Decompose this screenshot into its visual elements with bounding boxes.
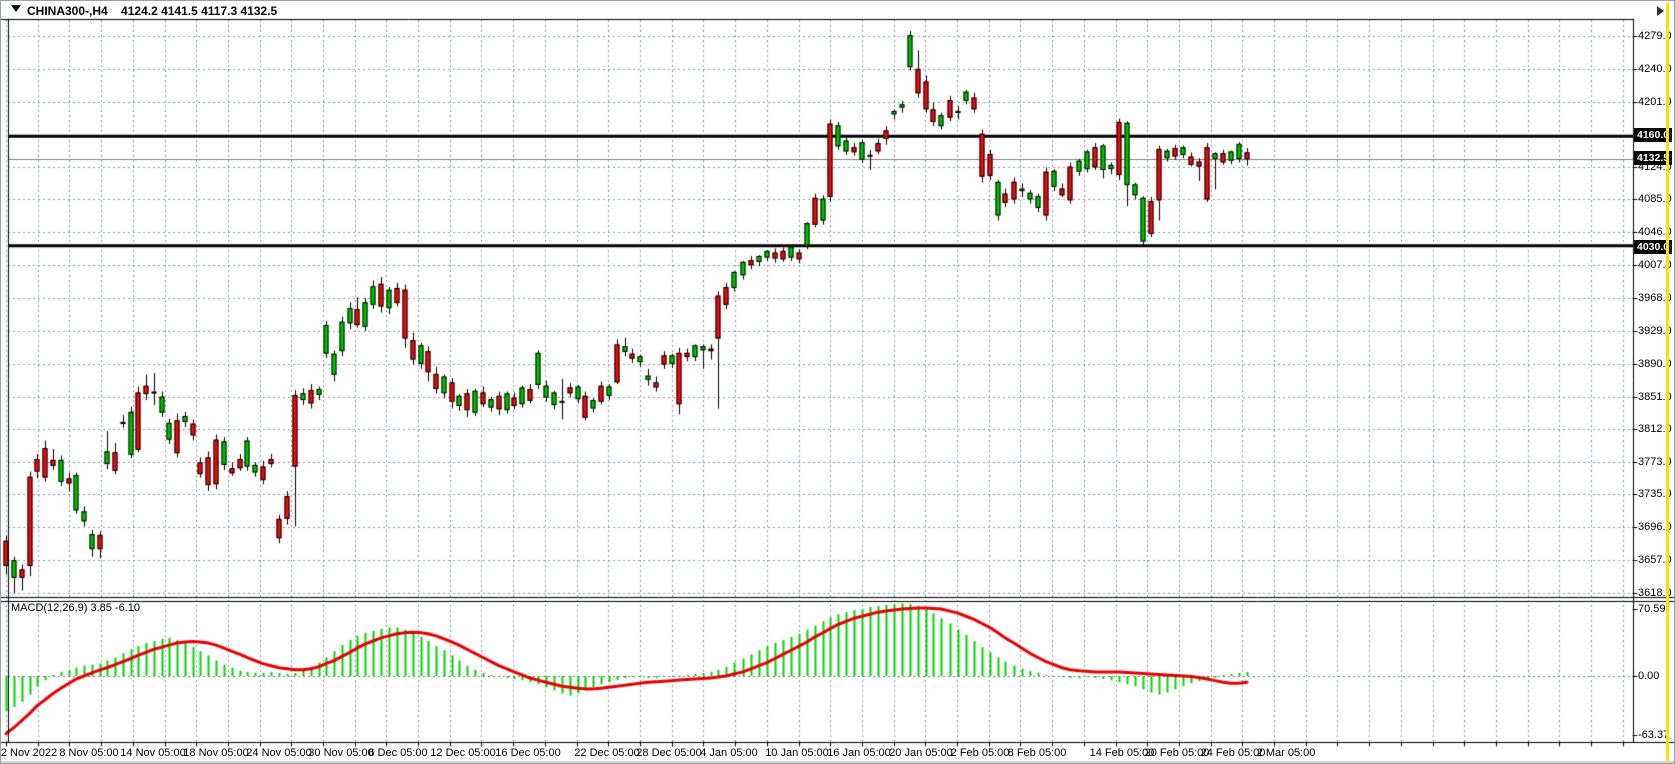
ohlc-values: 4124.2 4141.5 4117.3 4132.5	[121, 4, 278, 18]
time-axis-label: 20 Feb 05:00	[1144, 747, 1210, 759]
time-axis-label: 8 Nov 05:00	[59, 747, 119, 759]
time-axis-label: 22 Dec 05:00	[574, 747, 640, 759]
symbol-dropdown-icon[interactable]	[11, 5, 21, 12]
time-axis-label: 4 Jan 05:00	[700, 747, 758, 759]
chart-shift-marker[interactable]	[1657, 6, 1664, 16]
price-axis-label: 4007.0	[1638, 259, 1672, 271]
macd-axis-label: 70.59	[1638, 603, 1666, 615]
time-axis-label: 8 Feb 05:00	[1007, 747, 1067, 759]
time-axis-label: 16 Jan 05:00	[827, 747, 891, 759]
price-axis-label: 4085.0	[1638, 193, 1672, 205]
price-axis-label: 3735.0	[1638, 488, 1672, 500]
price-axis-label: 3968.0	[1638, 292, 1672, 304]
price-axis-label: 4046.0	[1638, 226, 1672, 238]
price-axis-label: 3618.0	[1638, 587, 1672, 599]
time-axis-label: 18 Nov 05:00	[183, 747, 249, 759]
chart-title: CHINA300-,H4 4124.2 4141.5 4117.3 4132.5	[27, 4, 277, 18]
time-axis-label: 14 Nov 05:00	[120, 747, 186, 759]
time-axis-label: 16 Dec 05:00	[495, 747, 561, 759]
price-axis-label: 3812.0	[1638, 423, 1672, 435]
time-axis-label: 6 Dec 05:00	[368, 747, 428, 759]
time-axis-label: 28 Dec 05:00	[636, 747, 702, 759]
price-axis-label: 3657.0	[1638, 554, 1672, 566]
price-axis-label: 3773.0	[1638, 456, 1672, 468]
price-axis-label: 4240.0	[1638, 63, 1672, 75]
price-axis-label: 4201.0	[1638, 96, 1672, 108]
time-axis-label: 2 Mar 05:00	[1256, 747, 1316, 759]
time-axis-label: 24 Feb 05:00	[1200, 747, 1266, 759]
right-edge-strip	[1666, 3, 1669, 761]
price-axis-label: 3851.0	[1638, 391, 1672, 403]
price-axis-label: 3696.0	[1638, 521, 1672, 533]
macd-indicator-label: MACD(12,26,9) 3.85 -6.10	[11, 602, 141, 614]
price-axis-label: 4279.0	[1638, 30, 1672, 42]
time-axis-label: 10 Jan 05:00	[765, 747, 829, 759]
window-bottom-edge	[1, 761, 1674, 763]
macd-axis-label: 0.00	[1638, 670, 1660, 682]
price-axis-label: 3890.0	[1638, 358, 1672, 370]
time-axis-label: 20 Jan 05:00	[889, 747, 953, 759]
symbol-timeframe-label: CHINA300-,H4	[27, 4, 108, 18]
price-badge: 4132.5	[1634, 151, 1673, 165]
price-badge: 4030.0	[1634, 240, 1673, 254]
price-badge: 4160.0	[1634, 128, 1673, 142]
macd-axis-label: -63.37	[1638, 729, 1670, 741]
time-axis-label: 2 Nov 2022	[0, 747, 58, 759]
time-axis-label: 12 Dec 05:00	[430, 747, 496, 759]
time-axis-label: 14 Feb 05:00	[1089, 747, 1155, 759]
price-axis-label: 3929.0	[1638, 325, 1672, 337]
time-axis-label: 30 Nov 05:00	[308, 747, 374, 759]
time-axis-label: 2 Feb 05:00	[950, 747, 1010, 759]
time-axis-label: 24 Nov 05:00	[246, 747, 312, 759]
